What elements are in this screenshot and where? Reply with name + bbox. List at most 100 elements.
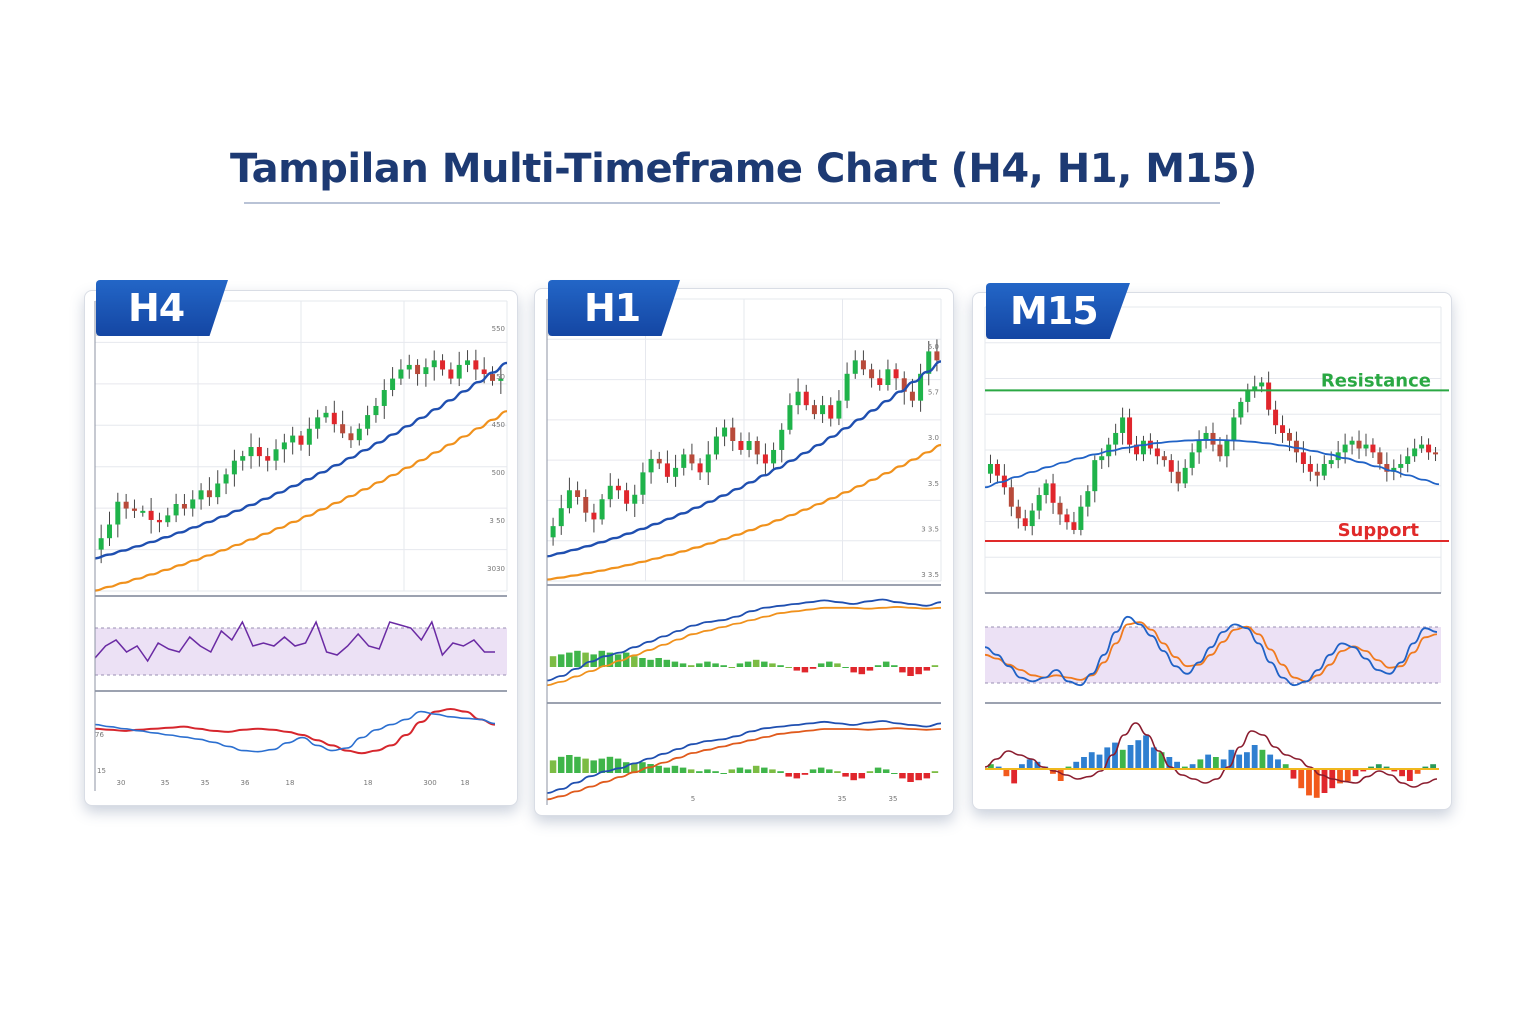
h4-candle (423, 367, 429, 375)
h1-macd2-hist-bar (631, 764, 638, 773)
h4-price-tick: 3 50 (489, 517, 505, 525)
m15-hist-bar (1236, 754, 1243, 769)
m15-hist-bar (1282, 764, 1289, 769)
h1-macd-hist-bar (566, 652, 573, 667)
h4-candle (198, 490, 204, 500)
m15-candle (1043, 483, 1049, 496)
h1-macd-hist-bar (631, 656, 638, 667)
h1-signal2-line (546, 727, 942, 801)
h1-macd-hist-bar (809, 667, 817, 669)
h1-candle (893, 369, 899, 379)
h1-macd-hist-bar (744, 661, 752, 667)
m15-candle (1057, 502, 1063, 515)
h1-macd2-hist-bar (874, 767, 882, 773)
h1-price-tick: 3 3.5 (921, 571, 939, 579)
page-title: Tampilan Multi-Timeframe Chart (H4, H1, … (230, 146, 1257, 192)
h1-macd-hist-bar (931, 665, 939, 667)
chart-svg-h1: 5.0 5.7 3.0 3.5 3 3.5 3 3.5 5 35 35 (546, 298, 942, 805)
h4-time-tick: 18 (364, 779, 373, 787)
h1-macd-hist-bar (647, 659, 654, 667)
h1-macd-hist-bar (817, 663, 825, 667)
h1-candle (844, 373, 850, 401)
m15-hist-bar (1275, 759, 1281, 769)
h4-candle (190, 499, 196, 509)
h1-macd-hist-bar (874, 665, 882, 667)
h1-candle (632, 494, 638, 504)
h4-osc-red-line (94, 707, 496, 755)
h1-macd-hist-bar (606, 652, 614, 667)
timeframe-label-h4: H4 (128, 286, 185, 330)
m15-candle (1252, 386, 1258, 391)
h1-macd2-hist-bar (907, 773, 914, 782)
h1-macd2-hist-bar (671, 765, 679, 773)
h4-candle (240, 456, 246, 461)
m15-stoch-d-line (984, 621, 1438, 683)
h1-macd2-line (546, 720, 942, 794)
h1-time-tick: 35 (889, 795, 898, 803)
h1-candle (624, 490, 630, 504)
m15-hist-bar (1414, 769, 1421, 774)
h1-macd2-hist-bar (777, 771, 784, 773)
m15-candle (1036, 495, 1042, 511)
h4-candle (248, 447, 254, 457)
h1-macd-hist-bar (598, 650, 606, 667)
chart-panel-m15: Resistance Support (972, 292, 1452, 810)
h1-macd2-hist-bar (891, 773, 898, 774)
chart-panel-h1: 5.0 5.7 3.0 3.5 3 3.5 3 3.5 5 35 35 (534, 288, 954, 816)
h1-macd2-hist-bar (614, 758, 622, 773)
m15-candle (1099, 456, 1105, 461)
m15-hist-bar (1197, 759, 1204, 769)
m15-candle (987, 464, 993, 474)
h1-macd-hist-bar (679, 663, 687, 667)
m15-candle (1175, 471, 1181, 484)
h1-candle (566, 490, 572, 509)
h4-candle (173, 504, 179, 516)
m15-candle (1161, 456, 1167, 461)
h1-macd-hist-bar (769, 663, 776, 667)
h4-time-tick: 35 (161, 779, 170, 787)
h4-time-tick: 35 (201, 779, 210, 787)
m15-candle (1127, 417, 1133, 445)
m15-hist-bar (1212, 757, 1219, 769)
h1-candle (795, 391, 801, 406)
h1-signal-line (546, 606, 942, 687)
h1-candle (877, 378, 883, 385)
h1-macd2-hist-bar (761, 767, 768, 773)
m15-hist-bar (1306, 769, 1312, 796)
m15-candle (1217, 444, 1223, 457)
h1-macd2-hist-bar (899, 773, 906, 779)
h4-candle (456, 364, 462, 379)
h1-macd-hist-bar (639, 658, 646, 667)
h4-candle (406, 364, 412, 370)
h4-candle (348, 433, 354, 441)
m15-hist-bar (1081, 757, 1087, 769)
m15-candle (1412, 448, 1418, 457)
timeframe-label-m15: M15 (1010, 289, 1099, 333)
h1-macd2-hist-bar (744, 769, 752, 773)
m15-hist-bar (1406, 769, 1413, 781)
h4-candle (106, 524, 112, 539)
h1-candle (591, 512, 597, 520)
h4-candle (281, 442, 287, 450)
m15-candle (1419, 444, 1425, 449)
h4-lower-label: 15 (97, 767, 106, 775)
m15-hist-bar (1228, 749, 1235, 769)
h1-candle (828, 405, 834, 419)
m15-candle (1238, 401, 1244, 418)
h4-candle (381, 390, 387, 406)
m15-candle (1391, 467, 1397, 472)
m15-hist-bar (1026, 759, 1033, 769)
m15-hist-bar (1112, 742, 1118, 769)
h4-rsi-line (94, 620, 495, 663)
m15-candle (1377, 452, 1383, 464)
chart-svg-m15: Resistance Support (984, 306, 1449, 798)
m15-hist-bar (1189, 764, 1196, 769)
h4-osc-blue-line (94, 710, 496, 753)
m15-hist-bar (1267, 754, 1274, 769)
m15-candle (1398, 464, 1404, 468)
m15-candle (1196, 440, 1202, 453)
h4-ma-fast-line (94, 361, 508, 560)
h4-candle (140, 510, 146, 513)
h1-candle (599, 499, 605, 520)
m15-candle (1286, 432, 1292, 441)
